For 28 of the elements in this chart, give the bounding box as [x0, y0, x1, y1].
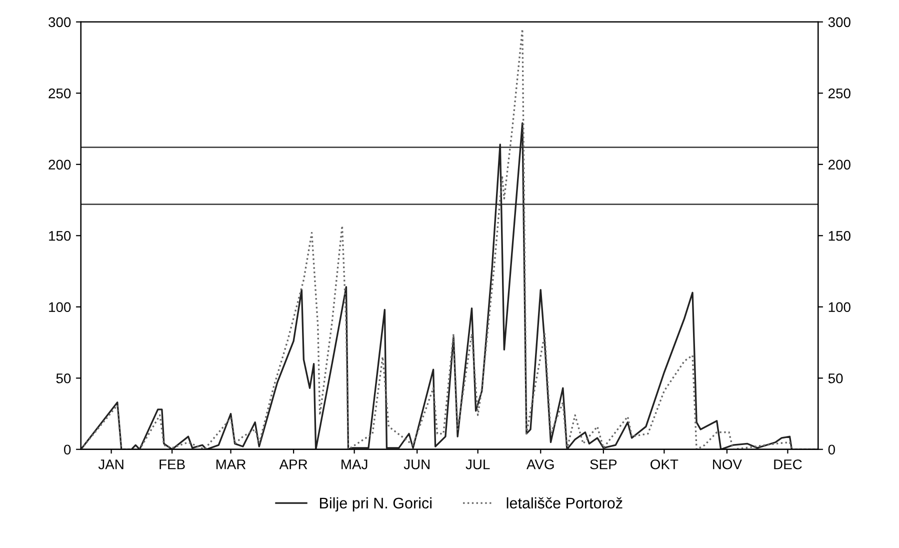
- x-tick-label: MAJ: [342, 460, 368, 470]
- x-tick-label: FEB: [160, 460, 185, 470]
- y-tick-label: 250: [48, 88, 71, 98]
- x-tick-label: NOV: [713, 459, 742, 470]
- legend-label: letališče Portorož: [506, 497, 622, 509]
- y-tick-label: 200: [48, 160, 71, 170]
- y2-tick-label: 200: [828, 160, 850, 170]
- x-tick-label: SEP: [590, 459, 617, 470]
- y-tick-label: 0: [64, 444, 71, 455]
- y2-tick-label: 250: [828, 88, 850, 98]
- x-tick-label: APR: [279, 460, 308, 470]
- y2-tick-label: 50: [828, 373, 843, 384]
- y-tick-label: 100: [49, 302, 71, 312]
- x-tick-label: AVG: [526, 459, 554, 470]
- y2-tick-label: 150: [828, 230, 850, 241]
- x-tick-label: JUN: [404, 460, 430, 470]
- y2-tick-label: 300: [828, 17, 850, 28]
- y2-tick-label: 0: [828, 444, 835, 455]
- legend-label: Bilje pri N. Gorici: [320, 497, 432, 512]
- x-tick-label: JAN: [98, 460, 124, 470]
- y-tick-label: 50: [56, 373, 71, 384]
- y-tick-label: 300: [48, 17, 71, 28]
- x-tick-label: JUL: [466, 460, 490, 470]
- y-tick-label: 150: [49, 230, 71, 241]
- x-tick-label: MAR: [216, 460, 246, 470]
- x-tick-label: DEC: [774, 459, 802, 470]
- y2-tick-label: 100: [828, 302, 850, 312]
- x-tick-label: OKT: [650, 459, 678, 470]
